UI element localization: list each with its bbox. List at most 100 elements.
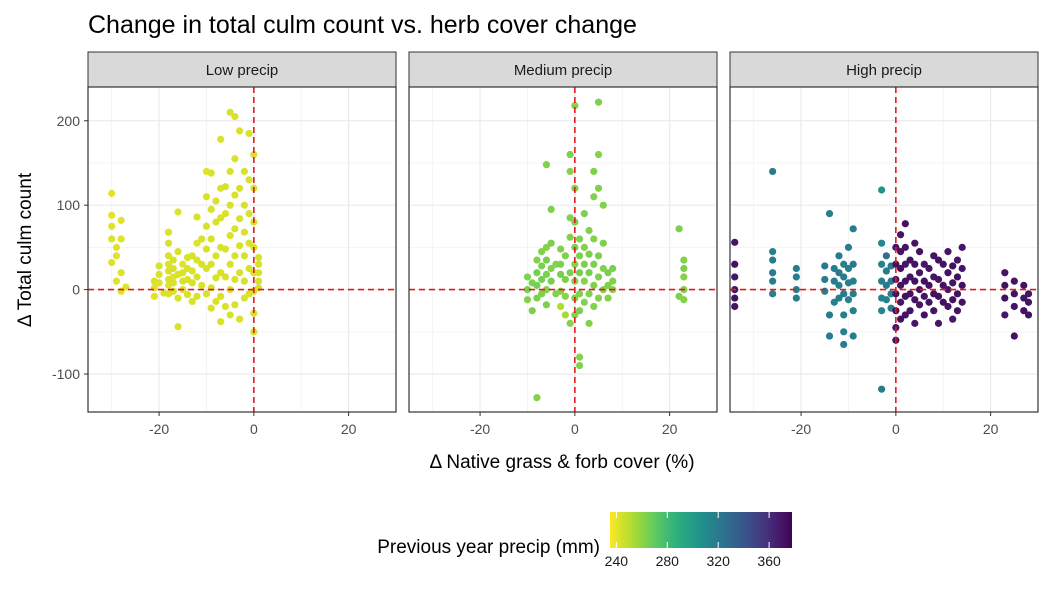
data-point	[915, 301, 924, 309]
data-point	[542, 270, 551, 279]
data-point	[571, 311, 579, 319]
data-point	[892, 290, 900, 298]
data-point	[882, 296, 890, 304]
data-point	[911, 260, 919, 268]
data-point	[680, 256, 688, 264]
data-point	[117, 216, 125, 224]
y-tick-label: 100	[57, 197, 81, 213]
data-point	[680, 264, 688, 273]
data-point	[240, 228, 248, 236]
data-point	[599, 264, 607, 273]
grid-lines	[88, 87, 397, 412]
data-point	[944, 285, 952, 294]
data-point	[117, 269, 125, 277]
data-point	[849, 332, 857, 340]
data-point	[164, 228, 173, 236]
data-point	[915, 248, 924, 256]
data-point	[1020, 281, 1028, 289]
data-point	[731, 260, 739, 268]
data-point	[202, 245, 211, 253]
data-point	[207, 284, 215, 292]
data-point	[930, 252, 938, 260]
data-point	[1001, 269, 1009, 277]
data-point	[245, 239, 253, 247]
data-point	[231, 252, 239, 260]
data-point	[594, 252, 603, 260]
data-point	[188, 252, 196, 260]
data-point	[953, 290, 962, 298]
data-point	[528, 307, 536, 315]
data-point	[212, 297, 220, 306]
data-point	[769, 248, 777, 256]
data-point	[231, 155, 239, 163]
data-point	[949, 279, 957, 287]
data-point	[882, 267, 890, 275]
x-tick-label: 20	[662, 421, 678, 437]
data-point	[896, 298, 905, 306]
data-point	[825, 311, 834, 319]
panel-2: Medium precip -20 0 20	[408, 51, 718, 437]
data-point	[533, 256, 541, 264]
data-point	[174, 323, 182, 331]
data-point	[882, 252, 890, 260]
data-point	[542, 301, 551, 309]
data-point	[188, 297, 196, 306]
data-point	[1020, 294, 1028, 302]
data-point	[892, 260, 900, 268]
data-point	[934, 275, 943, 284]
data-point	[207, 205, 215, 214]
data-point	[896, 315, 905, 323]
data-point	[609, 264, 617, 273]
data-point	[604, 294, 612, 302]
data-point	[179, 260, 187, 268]
data-point	[575, 307, 584, 315]
data-point	[835, 281, 843, 289]
data-point	[944, 302, 952, 311]
data-point	[840, 340, 848, 349]
data-point	[920, 277, 928, 285]
data-point	[108, 235, 116, 243]
x-tick-label: 0	[571, 421, 579, 437]
data-point	[571, 260, 579, 268]
data-point	[557, 270, 565, 279]
data-point	[226, 201, 234, 209]
data-point	[198, 260, 206, 268]
data-point	[958, 264, 966, 273]
data-point	[731, 273, 739, 281]
data-point	[769, 269, 777, 277]
legend-title: Previous year precip (mm)	[377, 537, 600, 558]
data-point	[925, 264, 933, 273]
data-point	[523, 296, 532, 304]
data-point	[930, 307, 938, 315]
data-point	[906, 256, 914, 264]
data-point	[680, 273, 688, 281]
data-point	[944, 248, 952, 256]
legend-tick-label: 280	[656, 553, 680, 569]
data-point	[840, 328, 848, 336]
data-point	[561, 252, 569, 260]
data-point	[202, 193, 211, 201]
panel-strip	[87, 51, 397, 88]
data-point	[566, 167, 574, 176]
data-point	[925, 281, 933, 289]
data-point	[188, 267, 196, 275]
data-point	[590, 260, 598, 268]
data-point	[840, 260, 848, 268]
data-point	[245, 129, 253, 138]
panel-label: Medium precip	[514, 62, 612, 79]
data-point	[236, 184, 244, 192]
data-point	[174, 248, 182, 256]
data-point	[599, 201, 607, 209]
data-point	[878, 186, 886, 194]
data-point	[599, 239, 607, 247]
data-point	[155, 262, 163, 270]
data-point	[575, 252, 584, 260]
panel-border	[408, 86, 718, 413]
data-point	[901, 277, 909, 285]
data-point	[675, 225, 683, 233]
data-point	[896, 248, 905, 256]
data-point	[566, 214, 574, 222]
data-point	[112, 277, 121, 285]
data-point	[155, 270, 163, 279]
data-point	[840, 311, 848, 319]
